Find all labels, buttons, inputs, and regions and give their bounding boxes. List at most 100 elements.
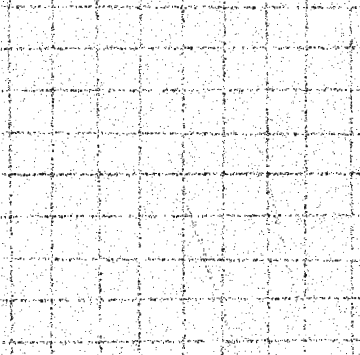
grid-dot xyxy=(181,11,183,13)
grid-dot xyxy=(16,215,18,218)
grid-dot xyxy=(28,174,31,176)
grid-dot xyxy=(303,326,305,328)
noise-dot xyxy=(10,339,11,341)
grid-dot xyxy=(53,6,56,8)
grid-dot xyxy=(317,7,319,9)
grid-dot xyxy=(43,47,45,49)
grid-dot xyxy=(266,157,268,159)
grid-dot xyxy=(265,29,267,31)
grid-dot xyxy=(153,172,155,174)
grid-dot xyxy=(203,6,205,8)
grid-dot xyxy=(268,172,270,174)
grid-dot xyxy=(142,214,144,216)
noise-dot xyxy=(240,147,242,149)
noise-dot xyxy=(93,159,95,161)
grid-dot xyxy=(228,328,230,330)
grid-dot xyxy=(349,155,351,157)
noise-dot xyxy=(279,36,281,38)
grid-dot xyxy=(9,62,12,64)
grid-dot xyxy=(255,215,257,217)
grid-dot xyxy=(296,296,299,299)
grid-dot xyxy=(145,215,147,216)
noise-dot xyxy=(280,60,282,62)
grid-dot xyxy=(244,214,246,217)
grid-dot xyxy=(51,342,53,345)
noise-dot xyxy=(220,233,222,235)
grid-dot xyxy=(294,133,297,135)
grid-dot xyxy=(97,175,99,177)
grid-dot xyxy=(265,141,268,143)
grid-dot xyxy=(9,47,12,49)
grid-dot xyxy=(127,174,129,176)
noise-dot xyxy=(217,145,219,147)
grid-dot xyxy=(100,348,103,349)
grid-dot xyxy=(242,340,244,342)
grid-dot xyxy=(305,264,308,266)
grid-dot xyxy=(284,258,287,260)
noise-dot xyxy=(227,350,229,352)
grid-dot xyxy=(73,174,75,176)
grid-dot xyxy=(139,156,141,159)
noise-dot xyxy=(245,185,247,187)
grid-dot xyxy=(199,133,201,135)
grid-dot xyxy=(34,257,36,259)
noise-dot xyxy=(238,351,240,352)
noise-dot xyxy=(35,148,37,150)
grid-dot xyxy=(316,297,318,299)
noise-dot xyxy=(163,230,165,232)
grid-dot xyxy=(350,139,352,141)
grid-dot xyxy=(191,132,194,134)
grid-dot xyxy=(245,174,247,176)
grid-dot xyxy=(221,302,224,303)
grid-dot xyxy=(305,49,308,51)
noise-dot xyxy=(75,219,77,221)
grid-dot xyxy=(305,7,308,9)
grid-dot xyxy=(312,132,315,134)
grid-dot xyxy=(120,7,122,8)
grid-dot xyxy=(326,48,328,50)
noise-dot xyxy=(165,287,166,289)
noise-dot xyxy=(335,305,337,307)
grid-dot xyxy=(144,89,146,90)
grid-dot xyxy=(152,172,154,175)
grid-dot xyxy=(350,90,351,93)
noise-dot xyxy=(172,226,174,228)
grid-dot xyxy=(222,154,224,157)
noise-dot xyxy=(290,248,291,250)
grid-dot xyxy=(182,134,184,136)
grid-dot xyxy=(143,173,145,176)
noise-dot xyxy=(336,268,338,270)
noise-dot xyxy=(198,157,200,158)
grid-dot xyxy=(138,322,140,324)
grid-dot xyxy=(351,131,353,133)
noise-dot xyxy=(257,215,258,216)
grid-dot xyxy=(107,48,109,50)
grid-dot xyxy=(76,214,79,217)
grid-dot xyxy=(10,353,12,355)
noise-dot xyxy=(283,165,285,167)
grid-dot xyxy=(270,298,272,300)
noise-dot xyxy=(264,322,266,324)
grid-dot xyxy=(207,258,209,260)
grid-dot xyxy=(98,287,100,289)
grid-dot xyxy=(223,117,226,119)
grid-dot xyxy=(138,192,140,194)
noise-dot xyxy=(143,206,145,208)
grid-dot xyxy=(183,303,185,305)
grid-dot xyxy=(304,219,306,222)
grid-dot xyxy=(351,127,353,128)
noise-dot xyxy=(73,86,74,87)
grid-dot xyxy=(123,90,125,92)
grid-dot xyxy=(98,267,100,270)
noise-dot xyxy=(158,256,160,258)
grid-dot xyxy=(149,7,151,9)
grid-dot xyxy=(51,290,53,292)
grid-dot xyxy=(96,17,98,20)
grid-dot xyxy=(240,89,242,92)
grid-dot xyxy=(334,88,336,91)
grid-dot xyxy=(137,288,139,289)
grid-dot xyxy=(21,340,23,342)
grid-dot xyxy=(165,5,167,7)
grid-dot xyxy=(134,340,136,342)
grid-dot xyxy=(351,76,353,78)
